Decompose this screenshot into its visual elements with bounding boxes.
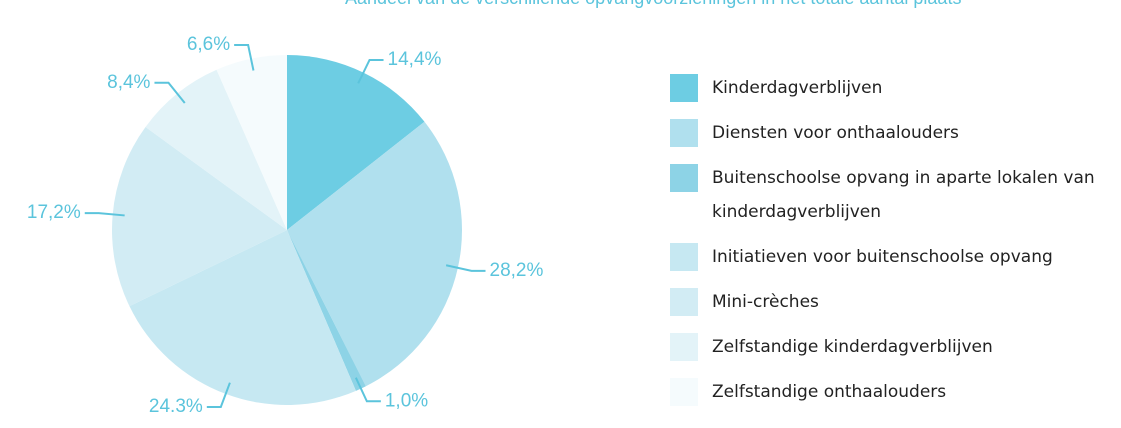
legend: Kinderdagverblijven Diensten voor onthaal… [670, 74, 1120, 423]
legend-label: Diensten voor onthaalouders [712, 123, 959, 143]
legend-label: Buitenschoolse opvang in aparte lokalen … [712, 168, 1095, 222]
data-label: 14,4% [388, 49, 442, 70]
legend-label: Kinderdagverblijven [712, 78, 883, 98]
legend-swatch [670, 119, 698, 147]
legend-swatch [670, 378, 698, 406]
legend-swatch [670, 164, 698, 192]
legend-swatch [670, 333, 698, 361]
pie-slice [129, 230, 356, 405]
legend-swatch [670, 243, 698, 271]
pie-slice [287, 55, 425, 230]
pie-slice [287, 230, 366, 391]
data-label: 24.3% [149, 396, 203, 417]
leader-line [234, 44, 255, 71]
leader-line [154, 81, 186, 104]
data-label: 6,6% [187, 34, 230, 55]
legend-item: Kinderdagverblijven [670, 74, 1120, 105]
legend-item: Zelfstandige onthaalouders [670, 378, 1120, 409]
pie-slice [216, 55, 287, 230]
data-label: 28,2% [490, 260, 544, 281]
legend-swatch [670, 288, 698, 316]
leader-line [84, 212, 125, 217]
chart-title: Aandeel van de verschillende opvangvoorz… [345, 0, 961, 9]
legend-item: Buitenschoolse opvang in aparte lokalen … [670, 164, 1120, 229]
legend-label: Zelfstandige onthaalouders [712, 382, 947, 402]
legend-label: Zelfstandige kinderdagverblijven [712, 337, 993, 357]
data-label: 17,2% [27, 202, 81, 223]
data-label: 1,0% [385, 390, 428, 411]
legend-item: Mini-crèches [670, 288, 1120, 319]
leader-line [445, 264, 486, 272]
pie-slice [112, 127, 288, 307]
legend-item: Initiatieven voor buitenschoolse opvang [670, 243, 1120, 274]
legend-item: Zelfstandige kinderdagverblijven [670, 333, 1120, 364]
leader-line [354, 377, 381, 403]
leader-line [357, 58, 384, 84]
legend-swatch [670, 74, 698, 102]
legend-label: Mini-crèches [712, 292, 819, 312]
legend-label: Initiatieven voor buitenschoolse opvang [712, 247, 1053, 267]
legend-item: Diensten voor onthaalouders [670, 119, 1120, 150]
data-label: 8,4% [107, 72, 150, 93]
leader-line [206, 382, 231, 409]
pie-slice [287, 121, 462, 387]
pie-slice [145, 69, 287, 231]
